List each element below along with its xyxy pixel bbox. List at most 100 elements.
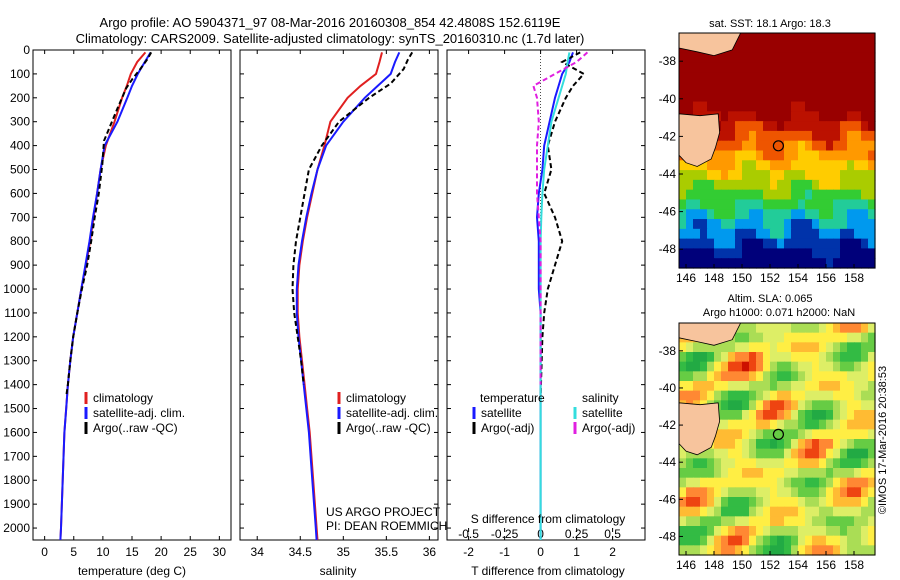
heatmap-cell bbox=[861, 506, 869, 517]
legend-label-climatology: climatology bbox=[346, 391, 406, 405]
heatmap-cell bbox=[693, 516, 701, 527]
heatmap-cell bbox=[707, 170, 715, 181]
heatmap-cell bbox=[686, 545, 694, 556]
heatmap-cell bbox=[707, 361, 715, 372]
heatmap-cell bbox=[833, 429, 841, 440]
heatmap-cell bbox=[721, 130, 729, 142]
heatmap-cell bbox=[756, 72, 764, 83]
heatmap-cell bbox=[735, 410, 743, 421]
heatmap-cell bbox=[707, 526, 715, 537]
heatmap-cell bbox=[826, 248, 834, 259]
heatmap-cell bbox=[763, 258, 771, 269]
heatmap-cell bbox=[812, 497, 820, 508]
heatmap-cell bbox=[826, 219, 834, 230]
heatmap-cell bbox=[861, 410, 869, 421]
heatmap-cell bbox=[728, 352, 736, 363]
heatmap-cell bbox=[735, 52, 743, 63]
heatmap-cell bbox=[833, 390, 841, 401]
heatmap-cell bbox=[693, 189, 701, 201]
heatmap-cell bbox=[679, 72, 687, 83]
heatmap-cell bbox=[749, 199, 757, 210]
lat-tick-label: -48 bbox=[659, 529, 677, 543]
heatmap-cell bbox=[840, 342, 848, 353]
heatmap-cell bbox=[777, 545, 785, 556]
heatmap-cell bbox=[784, 258, 792, 269]
heatmap-cell bbox=[784, 72, 792, 83]
heatmap-cell bbox=[868, 81, 876, 93]
heatmap-cell bbox=[679, 170, 687, 181]
heatmap-cell bbox=[868, 506, 876, 517]
heatmap-cell bbox=[791, 150, 799, 161]
heatmap-cell bbox=[693, 468, 701, 479]
heatmap-cell bbox=[756, 535, 764, 546]
heatmap-cell bbox=[700, 160, 708, 171]
heatmap-cell bbox=[700, 487, 708, 498]
heatmap-cell bbox=[742, 150, 750, 161]
heatmap-cell bbox=[819, 248, 827, 259]
heatmap-cell bbox=[791, 91, 799, 103]
heatmap-cell bbox=[826, 72, 834, 83]
heatmap-cell bbox=[756, 458, 764, 469]
heatmap-cell bbox=[833, 238, 841, 250]
heatmap-cell bbox=[826, 419, 834, 430]
heatmap-cell bbox=[742, 199, 750, 210]
heatmap-cell bbox=[679, 160, 687, 171]
heatmap-cell bbox=[861, 248, 869, 259]
heatmap-cell bbox=[840, 458, 848, 469]
heatmap-cell bbox=[749, 439, 757, 450]
heatmap-cell bbox=[868, 545, 876, 556]
heatmap-cell bbox=[707, 487, 715, 498]
heatmap-cell bbox=[819, 140, 827, 152]
heatmap-cell bbox=[686, 497, 694, 508]
y-tick-label: 1400 bbox=[3, 378, 30, 392]
heatmap-cell bbox=[791, 170, 799, 181]
heatmap-cell bbox=[854, 458, 862, 469]
heatmap-cell bbox=[847, 448, 855, 459]
heatmap-cell bbox=[840, 487, 848, 498]
heatmap-cell bbox=[798, 352, 806, 363]
heatmap-cell bbox=[805, 72, 813, 83]
heatmap-cell bbox=[812, 323, 820, 334]
heatmap-cell bbox=[721, 52, 729, 63]
heatmap-cell bbox=[735, 258, 743, 269]
heatmap-cell bbox=[742, 448, 750, 459]
heatmap-cell bbox=[714, 101, 722, 112]
heatmap-cell bbox=[791, 52, 799, 63]
heatmap-cell bbox=[784, 238, 792, 250]
heatmap-cell bbox=[819, 42, 827, 54]
heatmap-cell bbox=[777, 42, 785, 54]
heatmap-cell bbox=[826, 545, 834, 556]
heatmap-cell bbox=[714, 199, 722, 210]
heatmap-cell bbox=[784, 121, 792, 132]
heatmap-cell bbox=[700, 506, 708, 517]
heatmap-cell bbox=[721, 545, 729, 556]
heatmap-cell bbox=[700, 545, 708, 556]
heatmap-cell bbox=[749, 140, 757, 152]
heatmap-cell bbox=[826, 101, 834, 112]
heatmap-cell bbox=[735, 371, 743, 382]
heatmap-cell bbox=[826, 429, 834, 440]
heatmap-cell bbox=[791, 477, 799, 488]
heatmap-cell bbox=[714, 170, 722, 181]
heatmap-cell bbox=[868, 33, 876, 44]
heatmap-cell bbox=[784, 390, 792, 401]
heatmap-cell bbox=[721, 248, 729, 259]
heatmap-cell bbox=[847, 342, 855, 353]
x-tick-label: 0 bbox=[537, 545, 544, 559]
heatmap-cell bbox=[749, 458, 757, 469]
heatmap-cell bbox=[770, 33, 778, 44]
y-tick-label: 400 bbox=[10, 139, 30, 153]
lon-tick-label: 156 bbox=[816, 271, 836, 285]
heatmap-cell bbox=[819, 189, 827, 201]
heatmap-cell bbox=[812, 189, 820, 201]
heatmap-cell bbox=[805, 497, 813, 508]
heatmap-cell bbox=[721, 101, 729, 112]
heatmap-cell bbox=[833, 42, 841, 54]
heatmap-cell bbox=[735, 130, 743, 142]
heatmap-cell bbox=[847, 535, 855, 546]
heatmap-cell bbox=[679, 189, 687, 201]
heatmap-cell bbox=[749, 170, 757, 181]
difference-series bbox=[532, 51, 589, 540]
heatmap-cell bbox=[840, 72, 848, 83]
heatmap-cell bbox=[721, 342, 729, 353]
